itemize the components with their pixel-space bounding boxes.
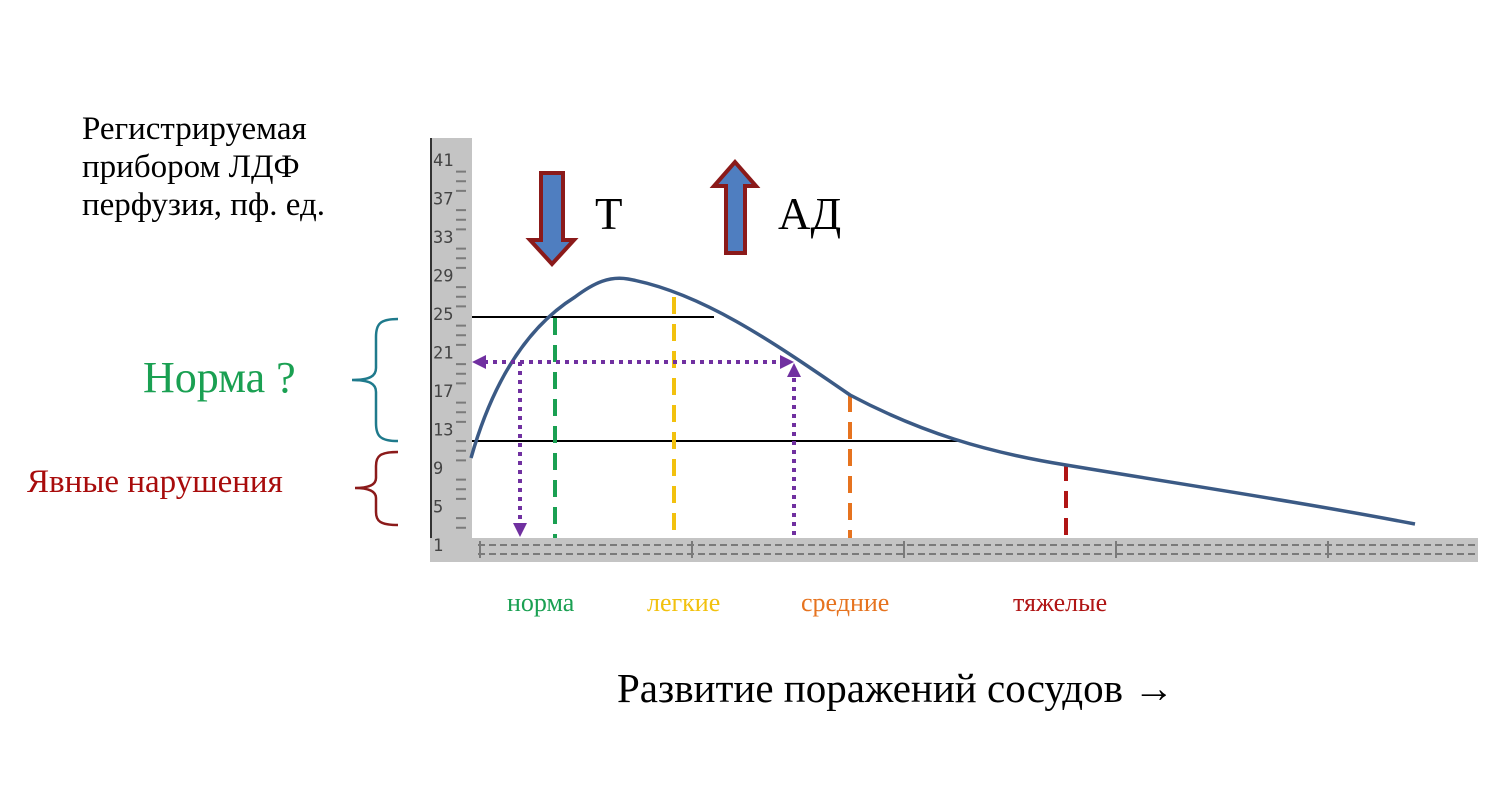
y-tick-label: 41	[433, 151, 453, 171]
category-label-normal: норма	[507, 588, 575, 617]
y-tick-label: 5	[433, 498, 443, 518]
violations-range-label: Явные нарушения	[27, 464, 283, 500]
t-arrow-label: Т	[595, 189, 623, 239]
y-tick-label: 33	[433, 228, 453, 248]
y-tick-label: 21	[433, 344, 453, 364]
t-down-arrow-icon	[525, 171, 579, 267]
probe-down-arrowhead	[513, 523, 527, 537]
x-axis-marks	[479, 541, 1329, 558]
x-axis-title: Развитие поражений сосудов →	[617, 665, 1175, 711]
probe-up-arrowhead	[787, 363, 801, 377]
normal-range-brace	[351, 317, 399, 443]
ad-arrow-label: АД	[778, 189, 842, 239]
y-tick-label: 13	[433, 421, 453, 441]
violations-range-brace	[354, 450, 399, 527]
y-axis-title: Регистрируемая прибором ЛДФ перфузия, пф…	[82, 111, 326, 223]
probe-right-arrowhead	[780, 355, 794, 369]
ad-up-arrow-icon	[709, 158, 761, 255]
y-axis-ticks: 41 37 33 29 25 21 17 13 9 5 1	[433, 151, 466, 556]
y-tick-label: 1	[433, 536, 443, 556]
probe-left-arrowhead	[472, 355, 486, 369]
y-tick-label: 29	[433, 267, 453, 287]
y-tick-label: 25	[433, 305, 453, 325]
normal-range-label: Норма ?	[143, 353, 296, 402]
y-axis-strip	[430, 138, 472, 562]
category-label-severe: тяжелые	[1013, 588, 1108, 617]
y-tick-label: 9	[433, 459, 443, 479]
perfusion-curve	[469, 276, 1416, 526]
category-label-light: легкие	[647, 588, 721, 617]
y-tick-label: 37	[433, 190, 453, 210]
category-label-medium: средние	[801, 588, 890, 617]
x-axis-strip	[430, 538, 1478, 562]
y-tick-label: 17	[433, 382, 453, 402]
